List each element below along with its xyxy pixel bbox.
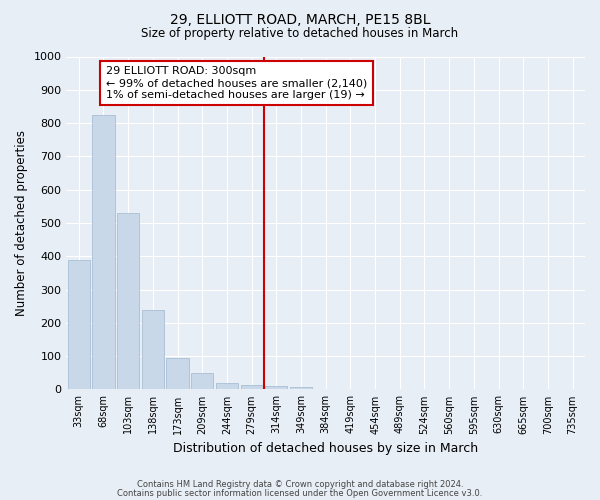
Bar — [92, 115, 115, 390]
Bar — [290, 387, 312, 390]
Bar — [216, 383, 238, 390]
X-axis label: Distribution of detached houses by size in March: Distribution of detached houses by size … — [173, 442, 478, 455]
Text: 29 ELLIOTT ROAD: 300sqm
← 99% of detached houses are smaller (2,140)
1% of semi-: 29 ELLIOTT ROAD: 300sqm ← 99% of detache… — [106, 66, 367, 100]
Text: 29, ELLIOTT ROAD, MARCH, PE15 8BL: 29, ELLIOTT ROAD, MARCH, PE15 8BL — [170, 12, 430, 26]
Text: Size of property relative to detached houses in March: Size of property relative to detached ho… — [142, 28, 458, 40]
Bar — [142, 310, 164, 390]
Bar — [166, 358, 188, 390]
Bar — [241, 385, 263, 390]
Bar — [68, 260, 90, 390]
Y-axis label: Number of detached properties: Number of detached properties — [15, 130, 28, 316]
Bar — [191, 373, 214, 390]
Text: Contains public sector information licensed under the Open Government Licence v3: Contains public sector information licen… — [118, 488, 482, 498]
Bar — [265, 386, 287, 390]
Bar — [117, 213, 139, 390]
Text: Contains HM Land Registry data © Crown copyright and database right 2024.: Contains HM Land Registry data © Crown c… — [137, 480, 463, 489]
